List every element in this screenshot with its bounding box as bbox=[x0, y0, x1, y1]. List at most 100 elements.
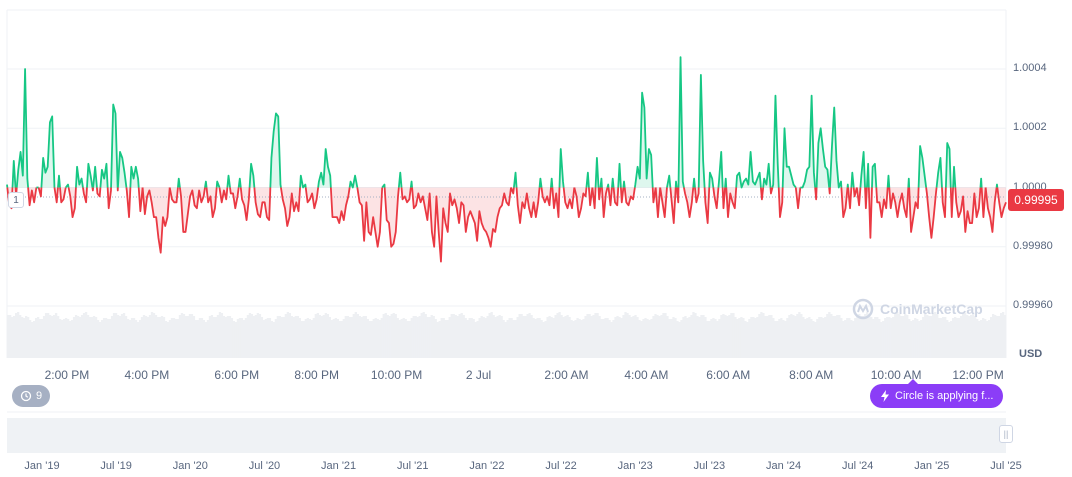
volume-bar bbox=[736, 319, 739, 358]
volume-bar bbox=[568, 317, 571, 358]
volume-bar bbox=[766, 316, 769, 358]
y-tick-label: 1.0004 bbox=[1013, 62, 1047, 74]
volume-bar bbox=[534, 319, 537, 358]
volume-bar bbox=[354, 312, 357, 358]
navigator-range[interactable] bbox=[7, 418, 1006, 453]
line-segment-down bbox=[669, 187, 677, 224]
volume-bar bbox=[908, 319, 911, 358]
navigator-drag-handle[interactable]: || bbox=[999, 425, 1013, 443]
volume-bar bbox=[42, 316, 46, 358]
volume-bar bbox=[760, 312, 763, 358]
volume-bar bbox=[494, 317, 497, 358]
volume-bar bbox=[554, 315, 557, 358]
volume-bar bbox=[690, 315, 693, 358]
volume-bar bbox=[878, 319, 881, 358]
volume-bar bbox=[658, 316, 661, 358]
volume-bar bbox=[92, 316, 96, 358]
volume-bar bbox=[526, 314, 529, 358]
volume-bar bbox=[718, 319, 721, 358]
line-segment-up bbox=[226, 174, 231, 188]
volume-bar bbox=[70, 320, 74, 358]
line-segment-up bbox=[513, 171, 518, 188]
news-event-badge[interactable]: Circle is applying f... bbox=[870, 379, 1004, 408]
volume-bar bbox=[320, 316, 323, 358]
volume-bar bbox=[670, 319, 673, 358]
volume-bar bbox=[344, 316, 347, 358]
line-segment-down bbox=[721, 187, 726, 210]
volume-bar bbox=[226, 316, 230, 358]
volume-bar bbox=[730, 313, 733, 358]
line-segment-up bbox=[781, 127, 797, 189]
volume-bar bbox=[836, 315, 839, 358]
line-segment-down bbox=[597, 187, 602, 201]
line-segment-up bbox=[829, 106, 843, 189]
volume-bar bbox=[750, 317, 753, 358]
volume-bar bbox=[614, 317, 617, 358]
line-segment-up bbox=[907, 177, 911, 188]
volume-bar bbox=[982, 318, 985, 358]
volume-bar bbox=[874, 317, 877, 358]
line-segment-down bbox=[814, 187, 818, 201]
volume-bar bbox=[7, 315, 10, 358]
line-segment-up bbox=[177, 177, 181, 188]
volume-bar bbox=[16, 312, 20, 358]
volume-bar bbox=[564, 316, 567, 358]
volume-bar bbox=[746, 322, 749, 358]
line-segment-up bbox=[86, 162, 94, 188]
volume-bar bbox=[9, 315, 12, 358]
volume-bar bbox=[716, 321, 719, 358]
line-segment-down bbox=[864, 187, 868, 210]
area-fill-down bbox=[516, 187, 540, 224]
volume-bar bbox=[46, 313, 50, 358]
volume-bar bbox=[708, 321, 711, 358]
volume-bar bbox=[496, 316, 499, 358]
volume-bar bbox=[380, 318, 383, 358]
volume-bar bbox=[400, 319, 403, 358]
volume-bar bbox=[530, 315, 533, 358]
volume-bar bbox=[618, 317, 621, 358]
volume-bar bbox=[702, 315, 705, 358]
volume-bar bbox=[952, 318, 955, 358]
area-fill-down bbox=[955, 187, 981, 232]
line-segment-up bbox=[633, 91, 654, 188]
volume-bar bbox=[490, 312, 493, 358]
volume-bar bbox=[664, 313, 667, 358]
volume-bar bbox=[852, 321, 855, 358]
volume-bar bbox=[592, 315, 595, 358]
events-count: 9 bbox=[36, 390, 43, 402]
volume-bar bbox=[512, 320, 515, 358]
volume-bar bbox=[550, 317, 553, 358]
volume-bar bbox=[182, 314, 186, 358]
volume-bar bbox=[240, 318, 244, 358]
volume-bar bbox=[30, 322, 34, 358]
volume-bar bbox=[808, 317, 811, 358]
volume-bar bbox=[98, 322, 102, 358]
volume-bar bbox=[906, 315, 909, 358]
line-segment-down bbox=[607, 187, 613, 207]
volume-bar bbox=[632, 316, 635, 358]
volume-bar bbox=[802, 317, 805, 358]
x-tick-label: 2:00 AM bbox=[544, 368, 589, 382]
volume-bar bbox=[244, 318, 248, 358]
line-segment-up bbox=[397, 171, 403, 188]
volume-bar bbox=[818, 317, 821, 358]
volume-bar bbox=[408, 321, 411, 358]
volume-bar bbox=[208, 316, 212, 358]
volume-bar bbox=[914, 318, 917, 358]
volume-bar bbox=[710, 319, 713, 358]
volume-bar bbox=[796, 314, 799, 358]
volume-bar bbox=[362, 316, 365, 358]
volume-bar bbox=[678, 322, 681, 358]
volume-bar bbox=[676, 321, 679, 358]
volume-bar bbox=[588, 314, 591, 358]
volume-bar bbox=[166, 322, 170, 358]
navigator-tick-label: Jul '25 bbox=[990, 460, 1022, 472]
volume-bar bbox=[996, 316, 999, 358]
volume-bar bbox=[446, 320, 449, 358]
volume-bar bbox=[218, 312, 222, 358]
news-event-text: Circle is applying f... bbox=[895, 390, 994, 402]
volume-bar bbox=[252, 316, 256, 358]
line-segment-down bbox=[591, 187, 597, 210]
events-button[interactable]: 9 bbox=[12, 385, 51, 407]
